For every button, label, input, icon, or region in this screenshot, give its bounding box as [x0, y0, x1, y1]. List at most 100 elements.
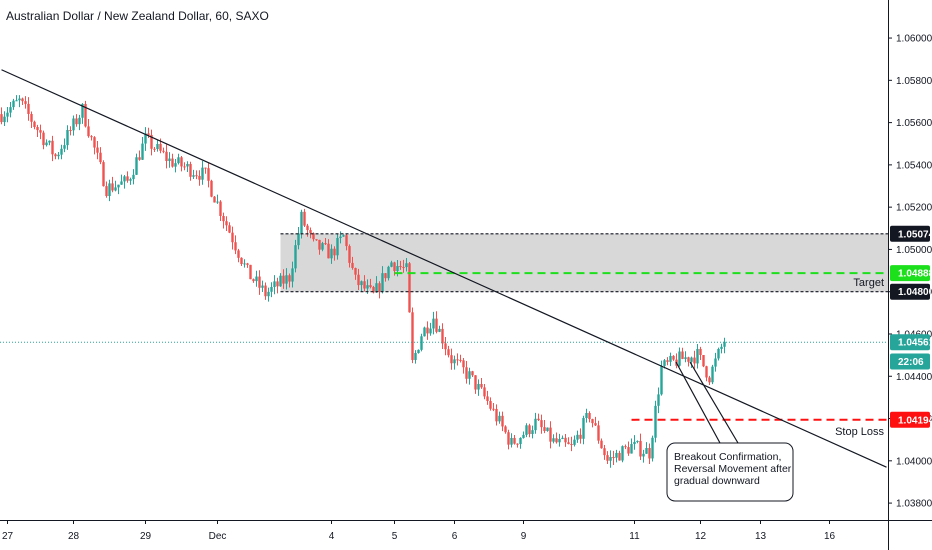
candle-body [234, 242, 237, 251]
candle-body [528, 425, 531, 435]
candle-body [570, 444, 573, 446]
candle-body [66, 129, 69, 146]
candle-body [621, 446, 624, 461]
candle-body [147, 133, 150, 135]
candle-body [444, 343, 447, 350]
candle-body [3, 116, 6, 123]
candle-body [351, 262, 354, 268]
candle-body [333, 248, 336, 256]
candle-body [429, 328, 432, 334]
price-badge-label: 1.04561 [898, 338, 932, 349]
candle-body [720, 346, 723, 349]
candle-body [654, 405, 657, 438]
candle-body [132, 174, 135, 180]
candle-body [468, 371, 471, 379]
candle-body [336, 237, 339, 256]
y-tick-label: 1.05000 [896, 245, 932, 256]
candle-body [450, 355, 453, 364]
price-badge [890, 265, 930, 282]
candle-body [273, 281, 276, 287]
candle-body [21, 98, 24, 102]
candle-body [360, 281, 363, 286]
candle-body [201, 167, 204, 180]
candle-body [369, 285, 372, 288]
candle-body [423, 327, 426, 337]
y-tick-label: 1.03800 [896, 499, 932, 510]
candle-body [48, 140, 51, 143]
price-badge [890, 334, 930, 351]
x-tick-label: 4 [329, 531, 335, 542]
price-badge-label: 1.05074 [898, 229, 932, 240]
candle-body [129, 179, 132, 181]
candle-body [567, 442, 570, 445]
candle-body [699, 348, 702, 355]
candle-body [330, 248, 333, 259]
candle-body [81, 103, 84, 118]
candle-body [309, 230, 312, 234]
candle-body [552, 438, 555, 442]
candle-body [135, 157, 138, 175]
candle-body [69, 129, 72, 131]
price-badge [890, 283, 930, 300]
candle-body [642, 453, 645, 457]
candle-body [378, 283, 381, 292]
candle-body [174, 163, 177, 167]
candle-body [561, 437, 564, 439]
candle-body [456, 359, 459, 361]
price-badge [890, 411, 930, 428]
candle-body [666, 360, 669, 362]
candle-body [144, 133, 147, 144]
candle-body [606, 455, 609, 461]
candle-body [513, 437, 516, 444]
price-badge-label: 1.04888 [898, 269, 932, 280]
candle-body [243, 263, 246, 265]
candle-body [252, 279, 255, 282]
candle-body [186, 163, 189, 167]
candle-body [693, 357, 696, 364]
candle-body [597, 425, 600, 441]
candle-body [558, 438, 561, 443]
candle-body [366, 285, 369, 289]
candle-body [102, 162, 105, 187]
candle-body [237, 250, 240, 258]
candle-body [276, 281, 279, 287]
candle-body [708, 377, 711, 383]
target-label: Target [853, 277, 884, 289]
candle-body [612, 457, 615, 459]
stop-loss-label: Stop Loss [835, 426, 884, 438]
price-badge-label: 22:06 [898, 357, 924, 368]
candle-body [222, 215, 225, 222]
candle-body [312, 233, 315, 240]
candle-body [168, 158, 171, 161]
target-zone [280, 233, 888, 292]
candle-body [432, 318, 435, 329]
candle-body [318, 239, 321, 250]
candle-body [213, 196, 216, 203]
y-tick-label: 1.06000 [896, 34, 932, 45]
candle-body [474, 375, 477, 390]
candle-body [291, 268, 294, 282]
candle-body [705, 366, 708, 378]
candle-body [39, 130, 42, 133]
candle-body [702, 354, 705, 367]
candle-body [447, 349, 450, 356]
candle-body [609, 457, 612, 461]
candle-body [75, 118, 78, 125]
candle-body [294, 245, 297, 269]
candle-body [579, 434, 582, 439]
candle-body [270, 286, 273, 292]
chart-title: Australian Dollar / New Zealand Dollar, … [6, 9, 269, 23]
candle-body [672, 355, 675, 360]
candle-body [123, 176, 126, 182]
candle-body [27, 103, 30, 114]
candle-body [207, 168, 210, 181]
x-tick-label: 29 [140, 531, 152, 542]
candle-body [624, 446, 627, 448]
candle-body [264, 285, 267, 297]
candle-body [483, 387, 486, 397]
callout-line: gradual downward [674, 475, 760, 487]
candle-body [60, 148, 63, 155]
candle-body [414, 353, 417, 360]
x-tick-label: 5 [392, 531, 398, 542]
